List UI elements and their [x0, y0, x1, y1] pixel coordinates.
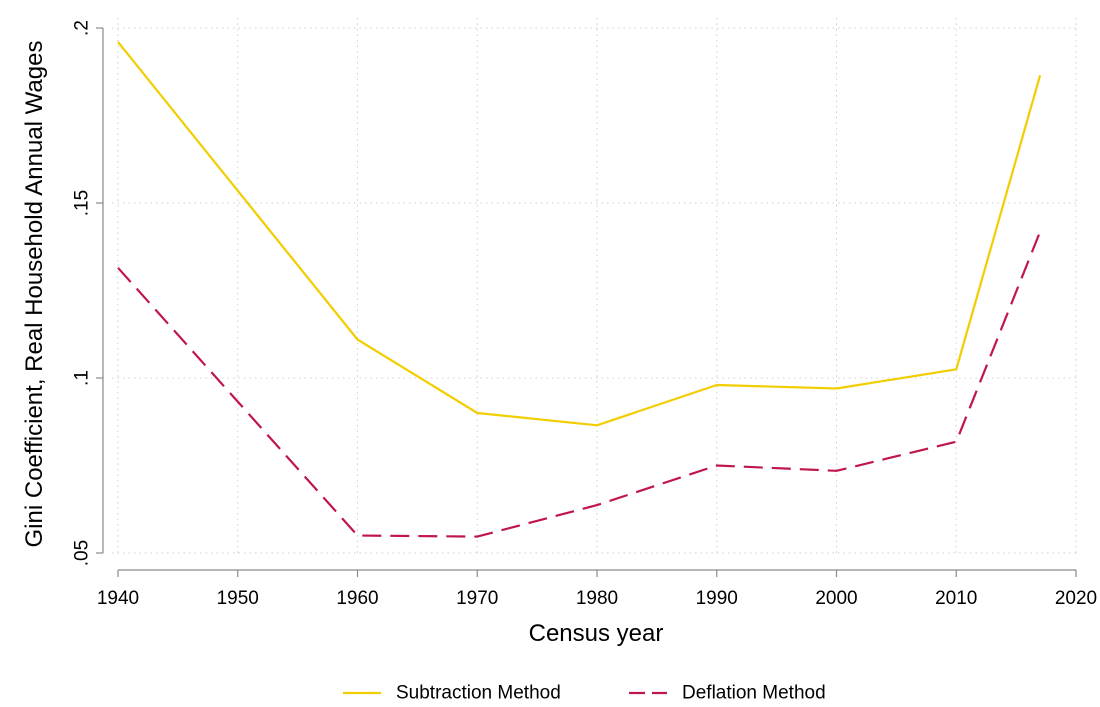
- x-tick-label: 1950: [217, 588, 259, 609]
- series-line-deflation-method: [117, 231, 1042, 538]
- axes: [96, 27, 1077, 577]
- x-axis-title: Census year: [529, 620, 664, 647]
- series-line-subtraction-method: [117, 41, 1042, 427]
- x-tick-label: 2020: [1055, 588, 1097, 609]
- y-tick-label: .1: [72, 370, 93, 386]
- y-axis-title: Gini Coefficient, Real Household Annual …: [21, 41, 48, 548]
- x-tick-label: 1960: [336, 588, 378, 609]
- legend-label: Deflation Method: [682, 683, 826, 704]
- tick-labels: .05 .1 .15 .2 1940 1950 1960 1970 1980 1990 2000 20…: [72, 20, 1098, 609]
- legend-label: Subtraction Method: [396, 683, 561, 704]
- y-tick-label: .2: [72, 20, 93, 36]
- x-tick-label: 1940: [97, 588, 139, 609]
- y-tick-label: .15: [72, 190, 93, 216]
- gridlines: [112, 18, 1077, 554]
- legend: Subtraction Method Deflation Method: [343, 683, 826, 704]
- legend-item: Subtraction Method: [343, 683, 561, 704]
- series-lines: [117, 41, 1042, 538]
- x-tick-label: 1980: [576, 588, 618, 609]
- y-tick-label: .05: [72, 540, 93, 566]
- legend-item: Deflation Method: [629, 683, 826, 704]
- x-tick-label: 2010: [935, 588, 977, 609]
- x-tick-label: 2000: [815, 588, 857, 609]
- x-tick-label: 1970: [456, 588, 498, 609]
- x-tick-label: 1990: [696, 588, 738, 609]
